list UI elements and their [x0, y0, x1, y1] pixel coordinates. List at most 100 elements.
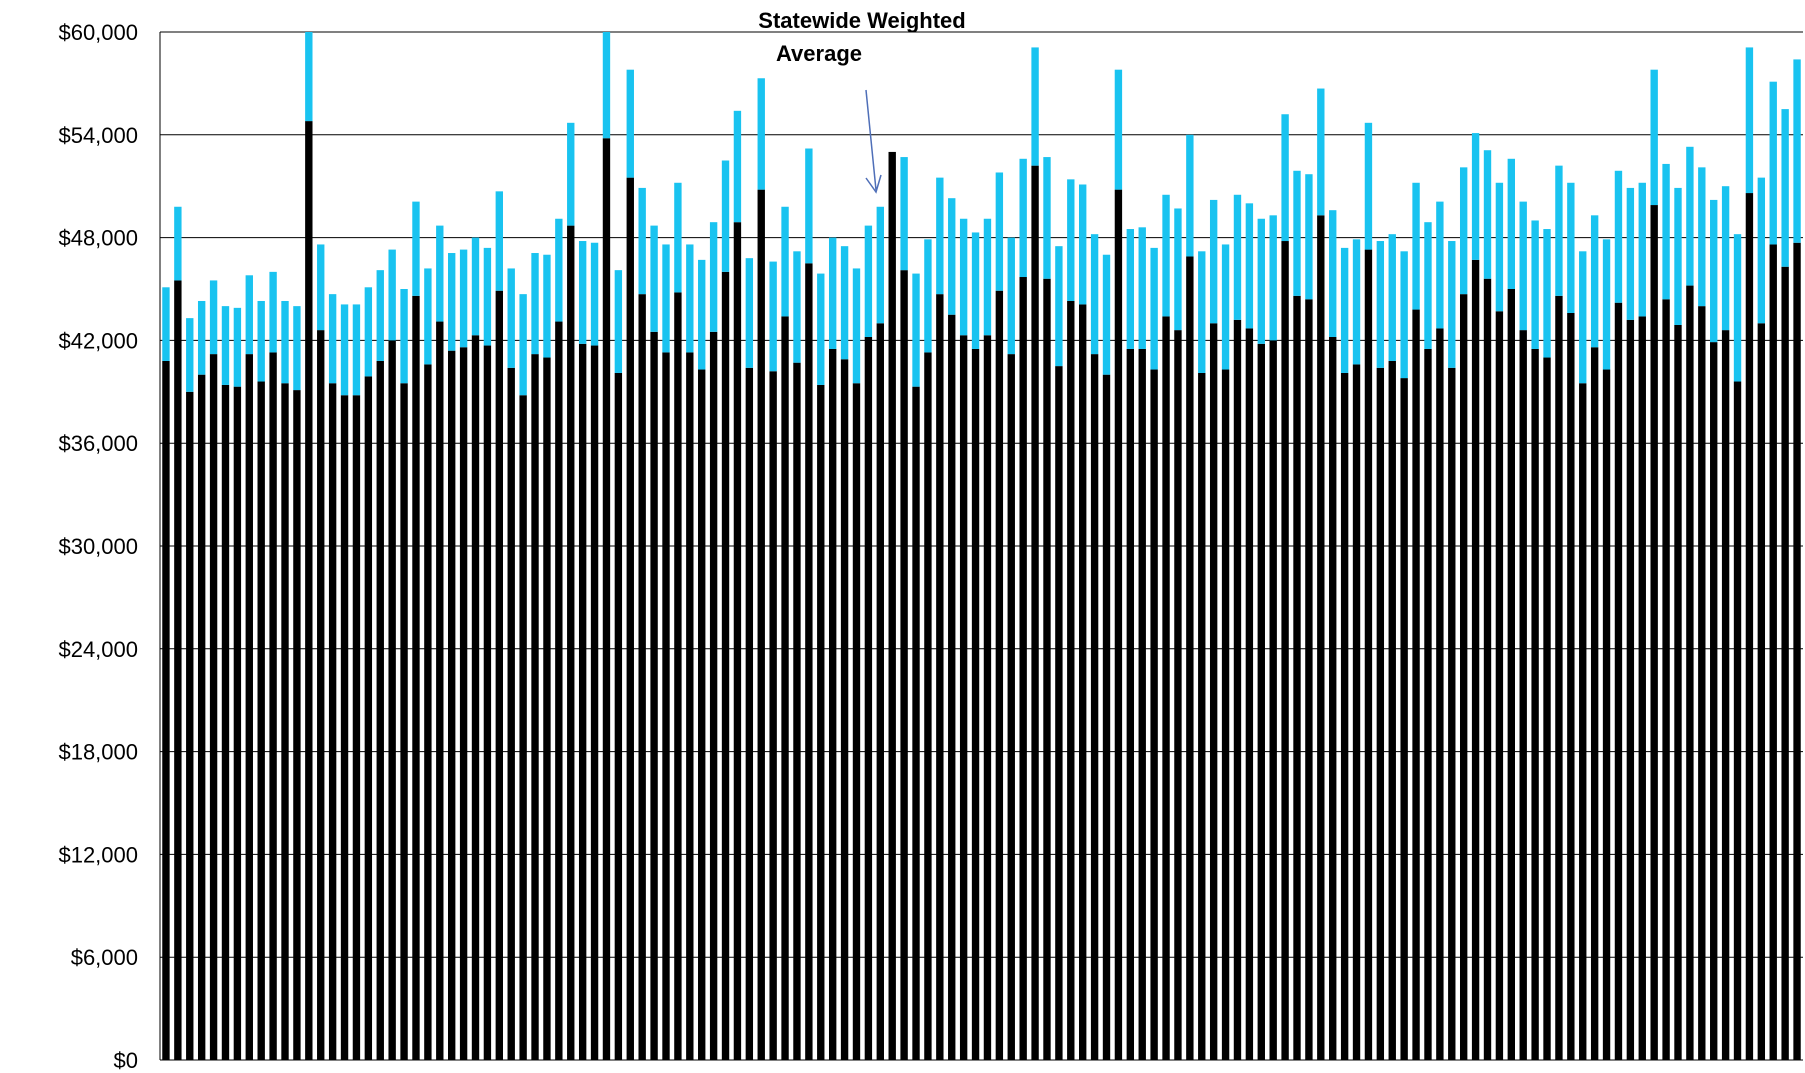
bar-base — [352, 395, 361, 1061]
bar-additional — [1031, 47, 1039, 166]
bar-base — [936, 294, 944, 1060]
bar-additional — [1781, 109, 1789, 267]
bar-base — [1055, 366, 1063, 1061]
bar-additional — [1102, 254, 1111, 375]
bar-additional — [1626, 187, 1635, 320]
bar-additional — [233, 307, 242, 387]
bar-base — [1102, 374, 1111, 1060]
bar-base — [721, 271, 730, 1060]
bar-base — [495, 290, 503, 1061]
bar-base — [1733, 381, 1742, 1060]
bar-base — [983, 335, 992, 1060]
bar-additional — [1340, 247, 1349, 373]
bar-base — [1638, 316, 1646, 1060]
bar-additional — [662, 244, 670, 353]
bar-additional — [852, 268, 861, 384]
bar-base — [1507, 289, 1515, 1060]
bar-base — [305, 121, 313, 1061]
bar-base — [328, 383, 337, 1061]
bar-additional — [352, 304, 361, 396]
bar-additional — [257, 300, 265, 382]
bar-base — [1317, 215, 1325, 1060]
bar-additional — [388, 249, 396, 341]
bar-base — [1662, 299, 1670, 1060]
bar-additional — [578, 241, 587, 344]
bar-base — [507, 367, 515, 1060]
bar-base — [1757, 323, 1766, 1060]
bar-additional — [1126, 229, 1135, 349]
bar-additional — [1495, 182, 1504, 312]
bar-additional — [1710, 199, 1718, 343]
bar-additional — [1376, 241, 1385, 368]
bar-base-statewide-average — [709, 331, 718, 1061]
bar-additional — [1043, 157, 1051, 279]
bar-additional — [1055, 246, 1063, 367]
bar-base — [1555, 295, 1563, 1061]
bar-additional — [1269, 215, 1277, 341]
bar-additional — [626, 69, 634, 178]
bar-base — [1198, 372, 1206, 1060]
bar-additional — [840, 246, 849, 360]
bar-additional — [519, 294, 527, 396]
bar-base — [245, 354, 253, 1060]
bar-additional — [757, 78, 765, 190]
bar-additional — [959, 218, 968, 336]
bar-additional — [686, 244, 694, 353]
bar-additional — [555, 218, 563, 322]
bar-additional — [531, 253, 539, 355]
bar-additional — [971, 232, 980, 349]
bar-base — [1269, 340, 1277, 1060]
bar-additional — [817, 273, 825, 385]
bar-base — [376, 360, 384, 1061]
bar-base — [1281, 241, 1289, 1060]
bar-base — [686, 352, 694, 1060]
bar-additional — [1757, 177, 1766, 324]
bar-base — [1067, 300, 1075, 1060]
bar-base — [1364, 249, 1373, 1061]
bar-additional — [1293, 170, 1301, 296]
bar-base — [781, 316, 789, 1060]
bar-additional — [1174, 208, 1182, 331]
bar-base — [424, 364, 432, 1060]
bars — [162, 32, 1801, 1061]
bar-additional — [317, 244, 325, 331]
bar-base — [281, 383, 289, 1061]
bar-additional — [221, 306, 230, 385]
bar-base — [364, 376, 373, 1060]
bar-additional — [281, 300, 289, 384]
bar-additional — [924, 239, 932, 353]
bar-base — [1519, 330, 1527, 1060]
bar-base — [1162, 316, 1170, 1060]
bar-additional — [674, 182, 682, 293]
bar-base — [1233, 319, 1242, 1061]
bar-base — [793, 362, 801, 1060]
bar-base — [519, 395, 527, 1061]
bar-additional — [1364, 122, 1373, 250]
bar-base — [769, 371, 777, 1060]
bar-additional — [1186, 134, 1194, 257]
bar-base — [1031, 165, 1039, 1060]
bar-additional — [305, 32, 313, 122]
bar-additional — [900, 157, 908, 271]
bar-base — [293, 390, 301, 1061]
y-tick-label: $60,000 — [58, 20, 138, 45]
bar-additional — [376, 270, 384, 361]
bar-additional — [1519, 201, 1527, 331]
bar-base — [745, 367, 754, 1060]
bar-base — [912, 386, 920, 1060]
bar-base — [412, 295, 420, 1061]
bar-additional — [1352, 239, 1361, 365]
bar-base — [531, 354, 539, 1060]
bar-additional — [936, 177, 944, 295]
bar-additional — [209, 280, 218, 355]
bar-additional — [567, 122, 575, 226]
bar-base — [388, 340, 396, 1060]
bar-additional — [197, 300, 206, 375]
bar-base — [1019, 277, 1027, 1060]
bar-additional — [174, 206, 182, 281]
annotation-line-1: Statewide Weighted — [758, 8, 965, 33]
bar-base — [817, 384, 825, 1060]
bar-base — [269, 352, 277, 1060]
bar-additional — [864, 225, 873, 337]
bar-base — [1626, 319, 1635, 1061]
